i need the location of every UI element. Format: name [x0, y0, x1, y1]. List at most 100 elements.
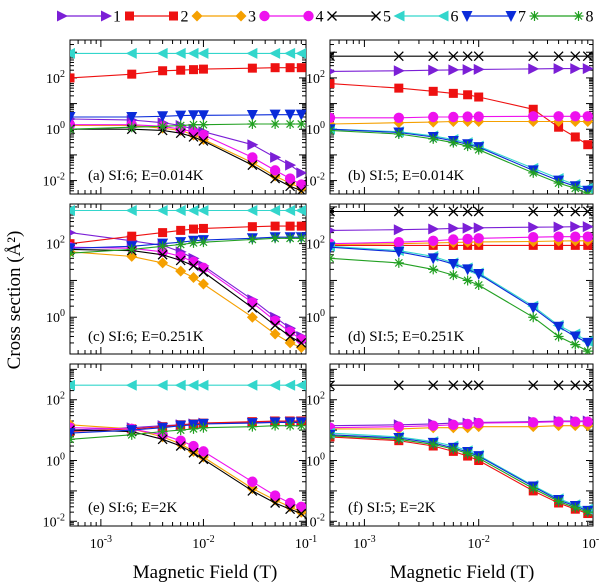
data-point-7	[330, 242, 336, 254]
data-point-1	[528, 221, 540, 233]
series-line-5	[70, 429, 302, 515]
data-point-8	[285, 119, 296, 130]
data-point-1	[570, 63, 582, 75]
x-axis-title-left: Magnetic Field (T)	[133, 562, 278, 583]
data-point-6	[197, 379, 209, 391]
x-tick-label: 10-3	[353, 534, 375, 552]
data-point-5	[285, 504, 296, 515]
legend-item-6: 6	[393, 9, 459, 26]
data-point-8	[473, 144, 484, 155]
data-point-7	[70, 428, 76, 440]
data-point-4	[284, 173, 296, 184]
data-point-8	[296, 119, 306, 130]
data-point-6	[284, 47, 296, 59]
data-point-8	[126, 122, 137, 133]
data-point-4	[553, 231, 564, 242]
y-tick-label: 102	[306, 235, 325, 253]
data-point-8	[553, 331, 564, 342]
data-point-8	[582, 189, 593, 194]
data-point-2	[247, 222, 257, 232]
data-point-2	[176, 65, 186, 75]
series-line-3	[330, 120, 588, 125]
series-line-8	[330, 129, 589, 194]
series-line-3	[330, 425, 588, 430]
data-point-2	[158, 228, 168, 238]
panels: 10-2 100 102 (a) SI:6; E=0.014K 10-2 100 102 (b…	[43, 39, 599, 552]
data-point-4	[462, 233, 473, 245]
data-point-8	[462, 141, 473, 152]
data-point-4	[553, 111, 564, 122]
data-point-4	[528, 111, 539, 122]
data-point-5	[247, 485, 258, 496]
data-point-1	[473, 63, 485, 75]
legend-marker	[235, 10, 247, 22]
series-group	[70, 204, 306, 354]
data-point-7	[553, 321, 565, 333]
data-point-8	[198, 422, 209, 433]
data-point-8	[393, 434, 404, 445]
series-line-8	[70, 237, 302, 254]
data-point-4	[528, 417, 539, 428]
data-point-4	[296, 501, 306, 512]
data-point-2	[583, 140, 593, 150]
data-point-6	[284, 204, 296, 216]
legend-item-7: 7	[461, 9, 526, 26]
data-point-4	[269, 315, 281, 326]
series-line-7	[70, 421, 302, 434]
data-point-7	[462, 264, 474, 276]
data-point-5	[175, 255, 186, 266]
data-point-4	[570, 111, 581, 122]
data-point-5	[462, 51, 473, 62]
series-line-4	[70, 427, 302, 508]
legend-item-3: 3	[191, 9, 256, 26]
data-point-6	[174, 47, 186, 59]
data-point-5	[175, 128, 186, 139]
data-point-2	[394, 83, 404, 93]
data-point-2	[463, 90, 473, 100]
data-point-5	[473, 51, 484, 62]
data-point-2	[296, 63, 306, 73]
legend-label: 1	[113, 9, 121, 26]
series-line-2	[70, 67, 302, 79]
data-point-5	[198, 135, 209, 146]
series-line-7	[70, 236, 302, 249]
data-point-4	[198, 129, 209, 141]
x-tick-label: 10-2	[192, 534, 214, 552]
data-point-5	[393, 206, 404, 217]
data-point-7	[197, 110, 209, 122]
data-point-4	[570, 231, 581, 242]
data-point-5	[462, 380, 473, 391]
data-point-6	[295, 379, 306, 391]
data-point-4	[462, 111, 473, 122]
panel-b: 10-2 100 102 (b) SI:5; E=0.014K	[303, 39, 594, 195]
x-tick-label: 10-1	[582, 534, 599, 552]
data-point-5	[473, 206, 484, 217]
data-point-4	[448, 234, 459, 245]
data-point-5	[270, 173, 281, 184]
data-point-8	[126, 244, 137, 255]
data-point-5	[157, 249, 168, 260]
data-point-8	[175, 120, 186, 131]
legend-marker	[191, 10, 203, 22]
data-point-5	[175, 441, 186, 451]
data-point-4	[582, 231, 593, 242]
data-point-8	[448, 443, 459, 454]
y-tick-label: 102	[46, 69, 65, 87]
series-line-7	[330, 128, 588, 192]
data-point-8	[570, 183, 581, 194]
data-point-8	[270, 420, 281, 431]
data-point-5	[157, 434, 168, 445]
series-line-8	[330, 435, 588, 513]
data-point-7	[246, 109, 258, 121]
data-point-3	[187, 272, 199, 284]
data-point-8	[270, 119, 281, 130]
data-point-5	[247, 302, 258, 313]
legend-label: 7	[518, 9, 526, 26]
data-point-5	[285, 181, 296, 192]
data-point-5	[582, 206, 593, 217]
y-tick-label: 10-2	[43, 512, 65, 530]
data-point-8	[70, 248, 75, 259]
panel-label: (a) SI:6; E=0.014K	[88, 168, 204, 184]
data-point-8	[428, 133, 439, 144]
data-point-4	[462, 418, 473, 430]
